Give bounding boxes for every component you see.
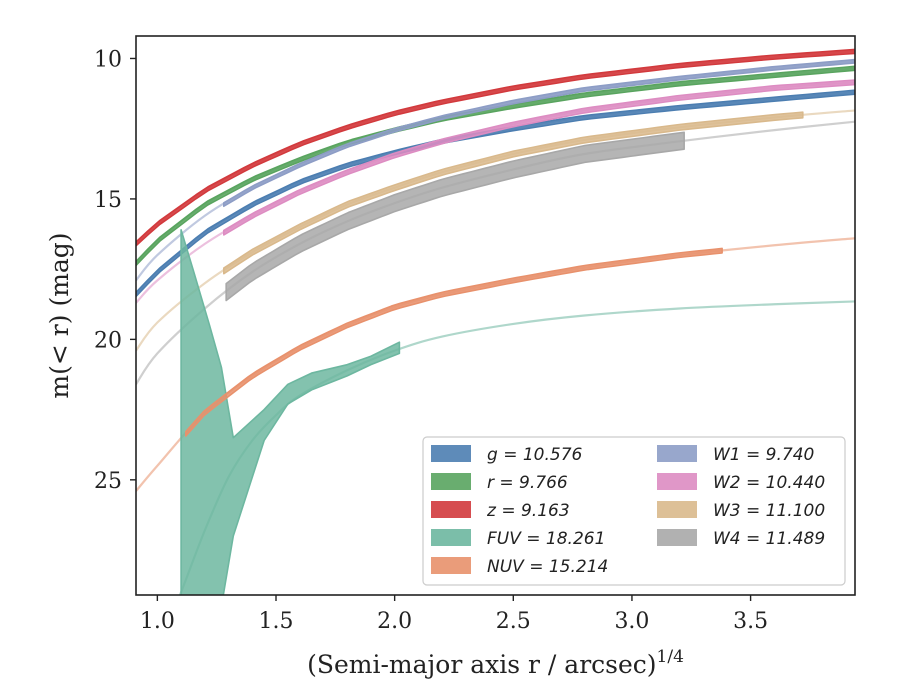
- x-axis-label-exponent: 1/4: [657, 647, 684, 667]
- legend-label: z = 9.163: [486, 501, 570, 521]
- legend-swatch: [657, 473, 697, 490]
- band-w4: [225, 131, 685, 302]
- curve-w3: [136, 109, 855, 352]
- legend-entry-w4: W4 = 11.489: [657, 529, 825, 549]
- x-tick-label: 3.0: [614, 609, 649, 634]
- legend-entry-g: g = 10.576: [431, 445, 583, 465]
- plot-area: [136, 48, 855, 595]
- legend-entry-w2: W2 = 10.440: [657, 473, 825, 493]
- legend-label: W2 = 10.440: [713, 473, 825, 493]
- legend-swatch: [431, 473, 471, 490]
- band-w1: [223, 58, 855, 208]
- band-w2: [223, 79, 855, 236]
- band-nuv: [185, 247, 723, 437]
- legend-entry-r: r = 9.766: [431, 473, 568, 493]
- axes-frame: [135, 35, 856, 596]
- legend-swatch: [657, 501, 697, 518]
- x-tick-label: 2.5: [496, 609, 531, 634]
- legend-label: NUV = 15.214: [487, 557, 608, 577]
- y-axis-label: m(< r) (mag): [45, 232, 74, 398]
- legend: g = 10.576 r = 9.766 z = 9.163 FUV = 18.261…: [422, 436, 846, 586]
- legend-entry-w1: W1 = 9.740: [657, 445, 814, 465]
- measured-bands: [136, 48, 855, 595]
- legend-label: r = 9.766: [487, 473, 568, 493]
- y-tick-label: 10: [94, 47, 122, 72]
- legend-swatch: [431, 445, 471, 462]
- legend-label: W3 = 11.100: [713, 501, 825, 521]
- x-axis-label-text: (Semi-major axis r / arcsec): [307, 650, 656, 679]
- legend-swatch: [431, 557, 471, 574]
- y-tick-label: 15: [94, 188, 122, 213]
- x-tick-label: 3.5: [733, 609, 768, 634]
- x-tick-label: 1.0: [140, 609, 175, 634]
- band-fuv: [180, 229, 401, 595]
- band-z: [136, 48, 855, 247]
- legend-swatch: [431, 529, 471, 546]
- y-tick-label: 25: [94, 469, 122, 494]
- x-tick-label: 2.0: [377, 609, 412, 634]
- legend-entry-w3: W3 = 11.100: [657, 501, 825, 521]
- axis-ticks: 1.0 1.5 2.0 2.5 3.0 3.5 10 15 20 25: [94, 47, 768, 634]
- legend-swatch: [657, 529, 697, 546]
- legend-frame: [422, 436, 846, 586]
- legend-entry-nuv: NUV = 15.214: [431, 557, 608, 577]
- band-w3: [223, 111, 804, 275]
- legend-swatch: [657, 445, 697, 462]
- legend-label: FUV = 18.261: [487, 529, 605, 549]
- legend-label: W1 = 9.740: [713, 445, 814, 465]
- legend-entry-z: z = 9.163: [431, 501, 570, 521]
- legend-label: W4 = 11.489: [713, 529, 825, 549]
- x-tick-label: 1.5: [259, 609, 294, 634]
- legend-label: g = 10.576: [487, 445, 583, 465]
- y-tick-label: 20: [94, 328, 122, 353]
- legend-entry-fuv: FUV = 18.261: [431, 529, 605, 549]
- legend-swatch: [431, 501, 471, 518]
- x-axis-label: (Semi-major axis r / arcsec)1/4: [307, 647, 684, 679]
